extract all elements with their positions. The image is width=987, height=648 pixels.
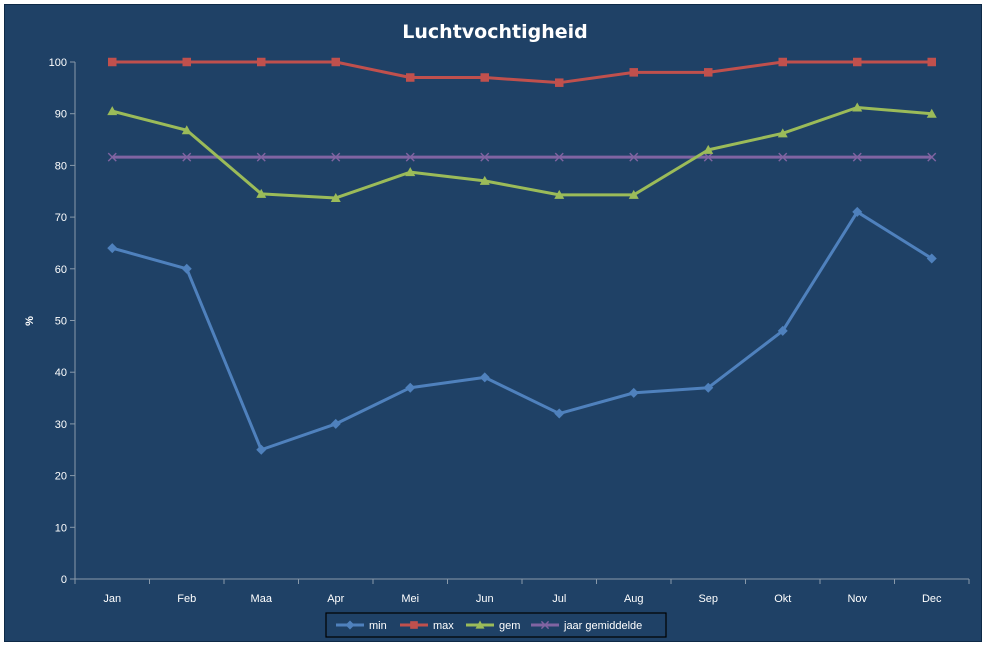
- data-point: [331, 57, 340, 67]
- data-point: [107, 152, 117, 162]
- series-line: [112, 60, 932, 85]
- data-point: [331, 152, 341, 162]
- data-point: [480, 73, 489, 82]
- y-tick-label: 10: [55, 522, 67, 534]
- data-point: [107, 243, 118, 254]
- plot-lines: [107, 57, 937, 455]
- x-tick-label: Feb: [177, 593, 196, 605]
- data-point: [107, 106, 118, 116]
- data-point: [852, 102, 863, 112]
- data-point: [182, 57, 191, 67]
- series-line: [111, 105, 932, 200]
- x-tick-label: Maa: [251, 593, 273, 605]
- data-point: [704, 68, 713, 77]
- y-tick-label: 100: [49, 57, 67, 69]
- data-point: [182, 152, 192, 162]
- data-point: [703, 152, 713, 162]
- series-line: [111, 210, 933, 452]
- legend-label: max: [433, 620, 454, 632]
- x-tick-label: Nov: [847, 593, 867, 605]
- legend-label: jaar gemiddelde: [563, 620, 642, 632]
- legend-marker: [345, 620, 355, 630]
- x-tick-label: Jan: [103, 593, 121, 605]
- x-tick-label: Sep: [698, 593, 718, 605]
- legend-label: gem: [499, 620, 520, 632]
- data-point: [479, 372, 490, 383]
- data-point: [703, 382, 714, 393]
- y-tick-label: 50: [55, 316, 67, 328]
- data-point: [256, 188, 267, 198]
- data-point: [778, 152, 788, 162]
- y-tick-label: 60: [55, 264, 67, 276]
- data-point: [405, 382, 416, 393]
- data-point: [181, 125, 192, 135]
- data-point: [852, 206, 863, 217]
- chart-svg: Luchtvochtigheid % 0 10 20 30 40 50 60 70 80 90 10…: [24, 21, 970, 638]
- chart-title: Luchtvochtigheid: [402, 21, 587, 43]
- data-point: [330, 418, 341, 429]
- series-max: [108, 57, 936, 87]
- data-point: [628, 387, 639, 398]
- series-jaar-gemiddelde: [107, 152, 937, 162]
- data-point: [927, 152, 937, 162]
- data-point: [852, 152, 862, 162]
- legend-marker: [540, 620, 550, 630]
- data-point: [405, 167, 416, 177]
- data-point: [628, 189, 639, 199]
- y-axis-label: %: [24, 316, 36, 326]
- x-tick-label: Okt: [774, 593, 791, 605]
- x-tick-label: Aug: [624, 593, 644, 605]
- data-point: [629, 152, 639, 162]
- data-point: [108, 57, 117, 67]
- data-point: [926, 253, 937, 264]
- legend-marker: [410, 621, 418, 629]
- axes: 0 10 20 30 40 50 60 70 80 90 100 Jan Feb Maa Apr Mei Jun…: [49, 57, 970, 605]
- data-point: [629, 68, 638, 77]
- y-tick-label: 70: [55, 212, 67, 224]
- data-point: [480, 152, 490, 162]
- data-point: [853, 57, 862, 67]
- data-point: [703, 144, 714, 154]
- legend-box: [325, 612, 667, 638]
- data-point: [555, 78, 564, 87]
- data-point: [926, 108, 937, 118]
- y-tick-label: 40: [55, 367, 67, 379]
- series-gem: [107, 102, 937, 202]
- data-point: [257, 57, 266, 67]
- data-point: [777, 325, 788, 336]
- data-point: [479, 175, 490, 185]
- data-point: [777, 128, 788, 138]
- legend: min max gem jaar gemiddelde: [325, 612, 667, 638]
- data-point: [330, 192, 341, 202]
- y-tick-label: 80: [55, 160, 67, 172]
- data-point: [405, 152, 415, 162]
- y-tick-label: 20: [55, 471, 67, 483]
- series-min: [107, 206, 937, 455]
- x-tick-label: Dec: [922, 593, 942, 605]
- data-point: [181, 263, 192, 274]
- data-point: [927, 57, 936, 67]
- data-point: [554, 189, 565, 199]
- x-tick-label: Mei: [401, 593, 419, 605]
- y-tick-label: 30: [55, 419, 67, 431]
- legend-label: min: [369, 620, 387, 632]
- x-tick-label: Jun: [476, 593, 494, 605]
- data-point: [256, 152, 266, 162]
- legend-marker: [475, 620, 485, 629]
- data-point: [256, 444, 267, 455]
- data-point: [406, 73, 415, 82]
- x-tick-label: Jul: [552, 593, 566, 605]
- data-point: [778, 57, 787, 67]
- y-tick-label: 90: [55, 109, 67, 121]
- data-point: [554, 408, 565, 419]
- data-point: [554, 152, 564, 162]
- chart-area: Luchtvochtigheid % 0 10 20 30 40 50 60 70 80 90 10…: [4, 4, 982, 642]
- x-tick-label: Apr: [327, 593, 344, 605]
- y-tick-label: 0: [61, 574, 67, 586]
